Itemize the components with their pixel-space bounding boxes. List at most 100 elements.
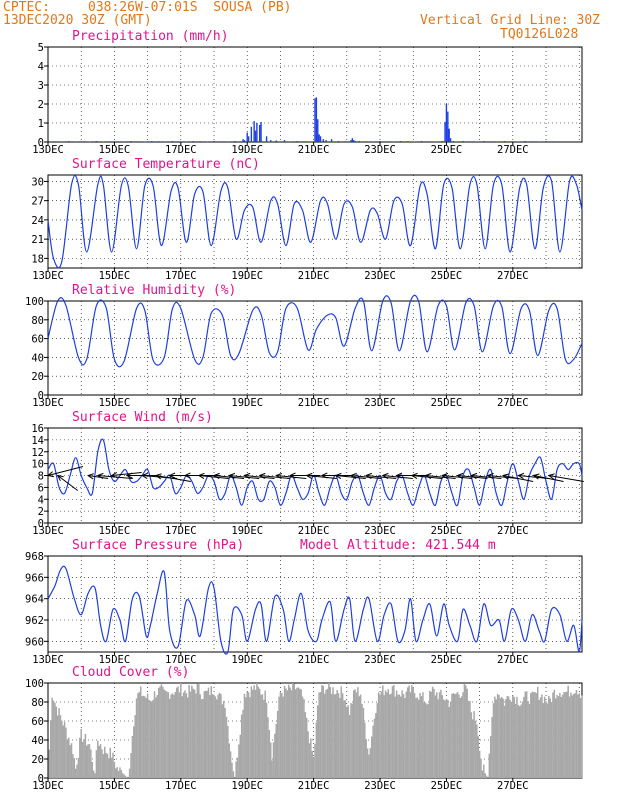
cloud-bar xyxy=(163,689,165,778)
cloud-bar xyxy=(405,691,408,778)
cloud-bar xyxy=(92,770,95,778)
cloud-bar xyxy=(218,692,221,778)
cloud-bar xyxy=(308,743,311,778)
y-tick-label: 3 xyxy=(38,80,44,92)
cloud-bar xyxy=(380,691,383,778)
precip-bar xyxy=(265,136,268,142)
cloud-bar xyxy=(159,686,161,778)
cloud-bar xyxy=(507,696,510,778)
wind-arrow xyxy=(457,475,488,479)
cloud-bar xyxy=(549,698,551,778)
y-tick-label: 20 xyxy=(31,754,44,766)
precip-bar xyxy=(157,141,160,142)
cloud-bar xyxy=(149,700,152,778)
cloud-bar xyxy=(339,697,341,778)
cloud-bar xyxy=(274,733,276,778)
y-tick-label: 0 xyxy=(38,137,44,149)
precip-bar xyxy=(386,141,388,142)
cloud-bar xyxy=(152,699,154,778)
precip-bar xyxy=(531,141,533,142)
precip-bar xyxy=(314,98,316,142)
cloud-bar xyxy=(322,685,325,778)
cloud-bar xyxy=(303,699,305,778)
cloud-bar xyxy=(456,691,459,778)
precip-bar xyxy=(250,126,253,142)
cloud-bar xyxy=(350,703,352,778)
series-line xyxy=(47,565,583,655)
cloud-bar xyxy=(290,690,293,778)
wind-arrow xyxy=(229,475,260,479)
cloud-bar xyxy=(108,758,110,778)
precip-bar xyxy=(268,141,271,142)
cloud-bar xyxy=(204,690,207,778)
cloud-bar xyxy=(343,700,345,778)
precip-bar xyxy=(483,141,485,142)
x-tick-label: 27DEC xyxy=(497,144,529,156)
cloud-bar xyxy=(577,694,579,778)
precip-bar xyxy=(261,141,264,142)
wind-arrow-head xyxy=(410,472,418,480)
cloud-bar xyxy=(213,694,215,778)
precip-bar xyxy=(524,141,526,142)
cloud-bar xyxy=(390,693,392,778)
cloud-bar xyxy=(133,726,135,778)
cloud-bar xyxy=(409,692,412,778)
y-tick-label: 21 xyxy=(31,234,44,246)
cloud-bar xyxy=(181,696,183,778)
x-tick-label: 25DEC xyxy=(431,654,463,666)
precip-bar xyxy=(476,141,478,142)
cloud-bar xyxy=(559,692,561,778)
cloud-bar xyxy=(180,683,182,778)
cloud-bar xyxy=(305,717,308,778)
cloud-bar xyxy=(312,756,315,778)
cloud-bar xyxy=(525,691,528,778)
cloud-bar xyxy=(502,698,504,778)
x-tick-label: 19DEC xyxy=(231,780,263,792)
cloud-bar xyxy=(372,725,374,778)
wind-arrow-head xyxy=(395,472,403,479)
cloud-bar xyxy=(452,693,455,778)
cloud-bar xyxy=(115,768,117,778)
wind-arrow xyxy=(350,475,382,479)
x-tick-label: 21DEC xyxy=(298,270,330,282)
x-tick-label: 23DEC xyxy=(364,780,396,792)
panel-annotation: Model Altitude: 421.544 m xyxy=(300,538,496,553)
x-tick-label: 25DEC xyxy=(431,270,463,282)
cloud-bar xyxy=(467,700,470,778)
cloud-bar xyxy=(364,722,366,778)
cloud-bar xyxy=(459,697,462,778)
wind-arrow-head xyxy=(470,472,478,480)
cloud-bar xyxy=(283,685,286,778)
x-tick-label: 23DEC xyxy=(364,654,396,666)
cloud-bar xyxy=(474,720,477,778)
cloud-bar xyxy=(572,693,575,778)
cloud-bar xyxy=(231,762,233,778)
header-date: 13DEC2020 30Z (GMT) xyxy=(3,13,152,28)
wind-arrow xyxy=(198,475,229,479)
cloud-bar xyxy=(431,686,434,778)
cloud-bar xyxy=(224,707,226,778)
cloud-bar xyxy=(355,692,358,778)
cloud-bar xyxy=(357,687,359,778)
wind-arrow-head xyxy=(243,472,251,480)
cloud-bar xyxy=(496,693,499,778)
x-tick-label: 23DEC xyxy=(364,525,396,537)
wind-arrow-head xyxy=(424,472,432,480)
precip-bar xyxy=(517,141,520,142)
wind-arrow xyxy=(88,475,109,479)
cloud-bar xyxy=(429,690,431,778)
cloud-bar xyxy=(69,745,71,778)
precip-bar xyxy=(220,141,222,142)
cloud-bar xyxy=(90,749,92,778)
cloud-bar xyxy=(373,718,376,778)
cloud-bar xyxy=(491,716,493,778)
wind-arrow-head xyxy=(168,472,176,479)
cloud-bar xyxy=(211,694,214,778)
cloud-bar xyxy=(293,683,295,778)
wind-arrow-head xyxy=(275,472,283,480)
cloud-bar xyxy=(257,686,260,778)
cloud-bar xyxy=(447,699,449,778)
cloud-bar xyxy=(279,692,282,778)
cloud-bar xyxy=(470,712,473,778)
cloud-bar xyxy=(304,712,307,778)
